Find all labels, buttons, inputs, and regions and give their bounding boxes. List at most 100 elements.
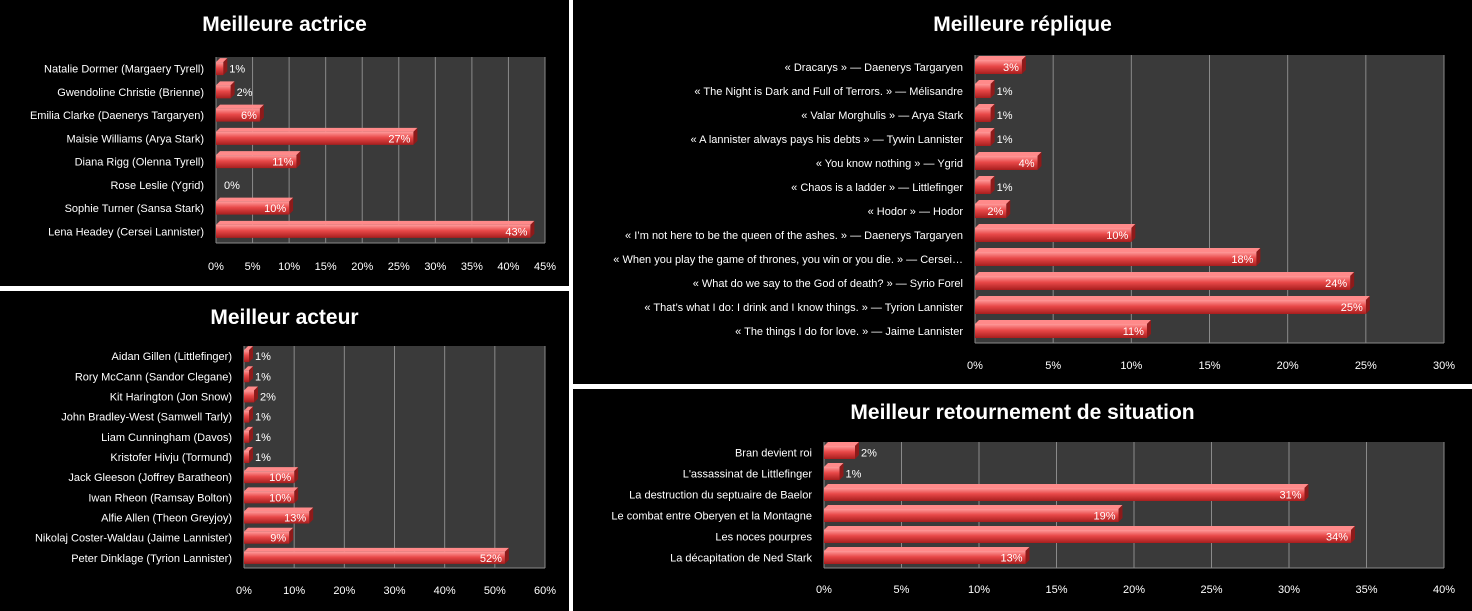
bar-top-face — [244, 386, 259, 391]
x-tick-label: 20% — [1123, 584, 1145, 596]
bar-side-face — [1037, 152, 1042, 170]
bar-top-face — [216, 127, 418, 132]
bar-top-face — [975, 56, 1026, 60]
chart-panel-actrice: Meilleure actrice 0% 5% 10% 15% 20% 25% 30% 35%… — [0, 0, 569, 286]
data-label: 1% — [255, 412, 271, 424]
x-tick-label: 35% — [461, 261, 483, 273]
bar-side-face — [1351, 526, 1355, 543]
bar — [824, 509, 1119, 522]
category-label: « The things I do for love. » — Jaime La… — [735, 326, 963, 338]
chart-title: Meilleur acteur — [210, 306, 359, 329]
bar-side-face — [249, 346, 254, 363]
category-label: « When you play the game of thrones, you… — [613, 254, 963, 266]
bar-side-face — [990, 128, 995, 146]
x-tick-label: 30% — [1433, 360, 1455, 372]
bar-top-face — [244, 346, 254, 351]
x-tick-label: 15% — [1198, 360, 1220, 372]
x-tick-label: 10% — [278, 261, 300, 273]
bar — [244, 350, 250, 363]
bar — [824, 467, 840, 480]
category-label: La décapitation de Ned Stark — [670, 553, 812, 565]
bar-top-face — [216, 104, 264, 109]
bar — [975, 228, 1132, 242]
category-label: Nikolaj Coster-Waldau (Jaime Lannister) — [35, 533, 232, 545]
x-tick-label: 5% — [245, 261, 261, 273]
data-label: 0% — [224, 180, 240, 192]
category-label: Natalie Dormer (Margaery Tyrell) — [44, 64, 204, 76]
bar-side-face — [1118, 505, 1123, 522]
x-tick-label: 40% — [1433, 584, 1455, 596]
x-tick-label: 20% — [351, 261, 373, 273]
chart-actrice-svg: 0% 5% 10% 15% 20% 25% 30% 35% 40% 45% Natalie Dorm… — [30, 57, 556, 273]
bar — [244, 551, 505, 564]
data-label: 11% — [1123, 326, 1144, 338]
bar-top-face — [975, 104, 995, 108]
bar — [244, 370, 250, 383]
bar-side-face — [223, 58, 228, 76]
bar — [975, 324, 1147, 338]
bar-side-face — [294, 467, 299, 484]
data-label: 10% — [269, 472, 291, 484]
bar-top-face — [975, 296, 1370, 300]
bar — [824, 488, 1305, 501]
bar — [216, 224, 531, 238]
x-tick-label: 50% — [484, 585, 506, 597]
data-label: 10% — [1106, 230, 1128, 242]
chart-acteur-svg: 0% 10% 20% 30% 40% 50% 60% Aidan Gillen (Little… — [35, 346, 556, 597]
chart-panel-acteur: Meilleur acteur 0% 10% 20% 30% 40% 50% 60% Aida… — [0, 291, 569, 611]
bar-top-face — [216, 58, 228, 63]
bar — [244, 390, 255, 403]
bar-top-face — [216, 197, 294, 202]
chart-title: Meilleur retournement de situation — [850, 401, 1195, 424]
bar-top-face — [244, 527, 294, 532]
bar-top-face — [824, 442, 859, 446]
data-label: 52% — [480, 553, 502, 565]
bar-side-face — [1146, 320, 1151, 338]
x-tick-label: 0% — [236, 585, 252, 597]
bar-top-face — [824, 547, 1030, 551]
chart-title: Meilleure réplique — [933, 13, 1112, 36]
bar — [975, 180, 991, 194]
category-label: Bran devient roi — [735, 448, 812, 460]
chart-panel-replique: Meilleure réplique 0% 5% 10% 15% 20% 25% 30% « … — [573, 0, 1472, 384]
category-label: Sophie Turner (Sansa Stark) — [65, 203, 204, 215]
bar — [244, 511, 310, 524]
x-tick-label: 0% — [967, 360, 983, 372]
data-label: 43% — [505, 226, 527, 238]
bar-top-face — [216, 81, 235, 86]
x-tick-label: 10% — [1120, 360, 1142, 372]
bar — [975, 60, 1022, 74]
data-label: 18% — [1231, 254, 1253, 266]
data-label: 3% — [1003, 62, 1019, 74]
category-label: « The Night is Dark and Full of Terrors.… — [694, 86, 963, 98]
bar-top-face — [216, 151, 301, 156]
category-label: « Chaos is a ladder » — Littlefinger — [791, 182, 963, 194]
bar — [824, 551, 1026, 564]
bar — [244, 471, 295, 484]
bar-side-face — [249, 447, 254, 463]
category-label: Iwan Rheon (Ramsay Bolton) — [88, 492, 232, 504]
bar-top-face — [975, 176, 995, 180]
bar — [216, 201, 290, 215]
data-label: 1% — [229, 64, 245, 76]
data-label: 1% — [255, 351, 271, 363]
bar — [216, 108, 260, 122]
data-label: 10% — [269, 492, 291, 504]
category-label: Peter Dinklage (Tyrion Lannister) — [71, 553, 232, 565]
bar — [216, 85, 231, 99]
data-label: 1% — [997, 110, 1013, 122]
category-label: La destruction du septuaire de Baelor — [629, 490, 812, 502]
bar-side-face — [1021, 56, 1026, 74]
category-label: Jack Gleeson (Joffrey Baratheon) — [68, 472, 232, 484]
data-label: 1% — [846, 469, 862, 481]
x-tick-label: 30% — [383, 585, 405, 597]
bar — [216, 62, 224, 76]
x-tick-label: 0% — [816, 584, 832, 596]
bar — [975, 132, 991, 146]
category-label: « You know nothing » — Ygrid — [816, 158, 963, 170]
bar — [244, 430, 250, 443]
x-tick-label: 35% — [1355, 584, 1377, 596]
data-label: 2% — [237, 87, 253, 99]
data-label: 2% — [987, 206, 1003, 218]
x-tick-label: 5% — [894, 584, 910, 596]
